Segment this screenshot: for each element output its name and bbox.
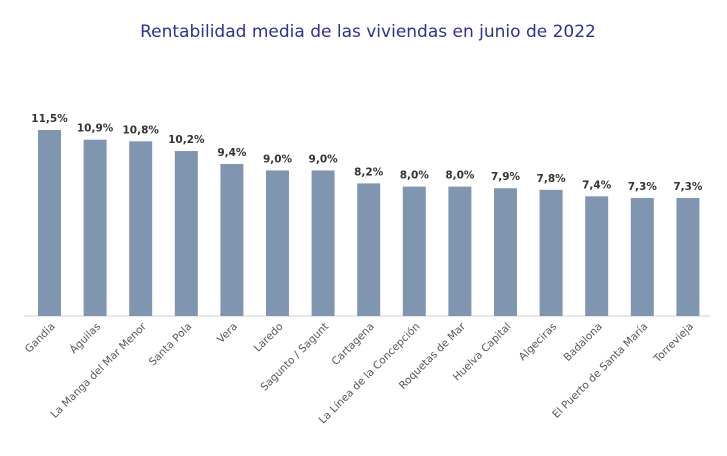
bar: [494, 188, 517, 316]
data-label: 10,9%: [77, 123, 114, 135]
category-label: Cartagena: [330, 321, 377, 368]
bar: [402, 186, 426, 316]
data-label: 8,0%: [400, 170, 430, 182]
bar: [38, 130, 61, 316]
bar: [311, 170, 335, 316]
chart-title: Rentabilidad media de las viviendas en j…: [140, 22, 596, 42]
category-label: Santa Pola: [147, 321, 195, 369]
data-label: 7,3%: [628, 181, 658, 193]
bar: [357, 183, 381, 316]
category-label: Laredo: [252, 321, 286, 355]
bar: [585, 196, 609, 316]
data-label: 10,2%: [168, 134, 205, 146]
data-label: 7,9%: [491, 171, 521, 183]
bar: [630, 197, 654, 316]
data-label: 8,2%: [354, 166, 384, 178]
category-label: Torrevieja: [651, 321, 696, 366]
data-label: 7,8%: [537, 173, 567, 185]
bar: [220, 163, 244, 316]
data-label: 9,4%: [217, 147, 247, 159]
category-label: Águilas: [67, 320, 103, 356]
data-label: 9,0%: [309, 153, 339, 165]
data-label: 10,8%: [122, 124, 159, 136]
data-label: 9,0%: [263, 153, 293, 165]
category-label: El Puerto de Santa María: [550, 321, 650, 421]
bar: [83, 139, 107, 316]
category-label: Gandia: [23, 321, 58, 356]
data-label: 7,3%: [673, 181, 703, 193]
bar: [676, 197, 700, 316]
category-label: Vera: [215, 321, 240, 346]
bar: [174, 151, 198, 316]
category-label: Badalona: [562, 321, 605, 364]
bar: [448, 186, 472, 316]
data-label: 8,0%: [445, 170, 475, 182]
data-label: 7,4%: [582, 179, 612, 191]
bar: [266, 170, 289, 316]
bar: [539, 189, 563, 316]
category-label: La Manga del Mar Menor: [49, 320, 150, 421]
data-label: 11,5%: [31, 113, 68, 125]
bar: [129, 141, 153, 316]
category-label: Algeciras: [517, 321, 560, 364]
